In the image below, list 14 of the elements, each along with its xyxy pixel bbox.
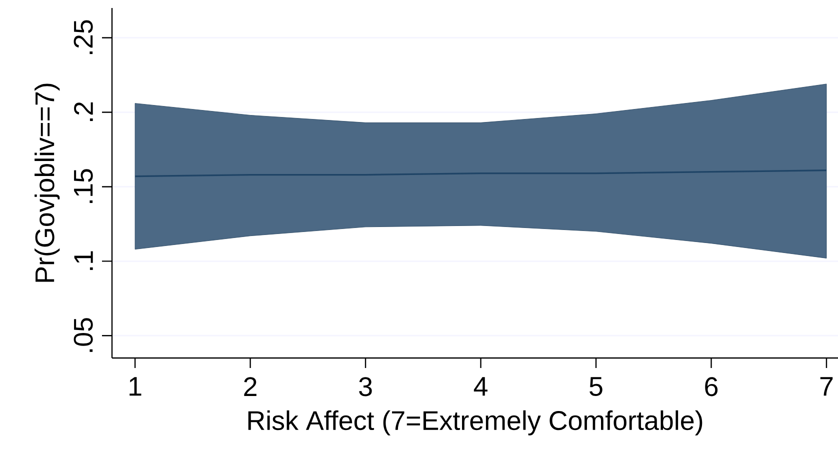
x-tick-label: 7 bbox=[820, 377, 833, 396]
x-tick-label: 4 bbox=[474, 377, 488, 396]
y-tick-label: .15 bbox=[74, 169, 93, 203]
y-axis-title: Pr(Govjobliv==7) bbox=[34, 84, 60, 282]
y-tick-label: .25 bbox=[74, 20, 93, 54]
y-tick-label: .2 bbox=[74, 102, 93, 122]
y-tick-label: .05 bbox=[74, 318, 93, 352]
x-tick-label: 1 bbox=[130, 377, 142, 396]
x-tick-label: 6 bbox=[705, 377, 718, 396]
x-tick-label: 3 bbox=[359, 377, 372, 396]
y-tick-label: .1 bbox=[74, 251, 93, 270]
x-axis-title: Risk Affect (7=Extremely Comfortable) bbox=[248, 410, 702, 436]
x-tick-label: 5 bbox=[590, 377, 602, 396]
x-tick-label: 2 bbox=[244, 377, 256, 396]
